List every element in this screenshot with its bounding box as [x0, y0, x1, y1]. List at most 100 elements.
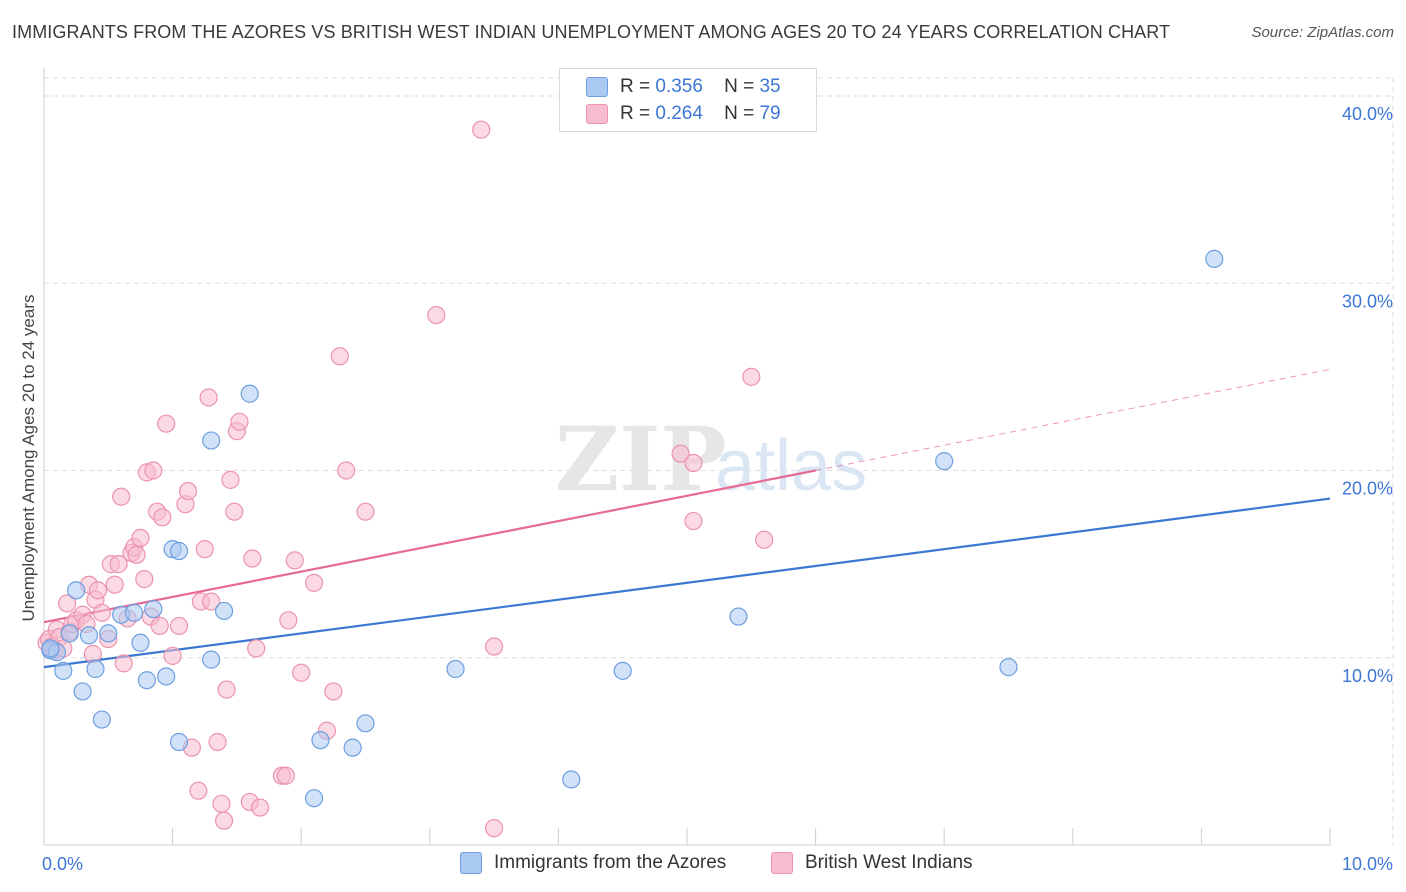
point-azores	[73, 682, 92, 701]
point-bwi	[485, 637, 504, 656]
point-azores	[562, 770, 581, 789]
axis-labels: 10.0% 20.0% 30.0% 40.0% 0.0% 10.0% Unemploymen…	[19, 104, 1393, 874]
trend-lines	[43, 368, 1331, 669]
legend-r-value-azores: 0.356	[655, 76, 703, 97]
legend-row-bwi: R = 0.264 N = 79	[586, 101, 781, 127]
point-bwi	[684, 453, 703, 473]
point-bwi	[144, 461, 163, 480]
point-bwi	[243, 549, 262, 568]
point-azores	[935, 452, 954, 471]
point-azores	[446, 659, 465, 679]
point-azores	[169, 541, 189, 561]
point-bwi	[217, 680, 236, 699]
point-bwi	[337, 461, 356, 480]
point-azores	[67, 581, 86, 600]
point-azores	[356, 714, 375, 733]
point-bwi	[195, 540, 214, 559]
point-bwi	[157, 414, 176, 433]
point-bwi	[324, 682, 343, 701]
point-bwi	[109, 555, 128, 574]
legend-swatch-bwi	[586, 104, 608, 124]
chart-title: IMMIGRANTS FROM THE AZORES VS BRITISH WE…	[12, 22, 1171, 42]
point-bwi	[221, 470, 240, 489]
legend-swatch-azores	[586, 77, 608, 97]
point-bwi	[247, 639, 266, 658]
point-bwi	[485, 819, 504, 838]
point-bwi	[671, 444, 690, 463]
point-bwi	[276, 766, 295, 785]
point-azores	[240, 384, 259, 403]
legend-row-azores: R = 0.356 N = 35	[586, 74, 781, 100]
point-bwi	[83, 644, 102, 664]
legend-n-value-bwi: 79	[759, 103, 781, 124]
point-bwi	[427, 305, 446, 325]
bottom-legend-swatch-bwi	[771, 852, 793, 874]
bottom-legend-label-azores: Immigrants from the Azores	[494, 852, 727, 873]
legend-n-label: N =	[724, 103, 755, 124]
point-bwi	[127, 545, 146, 564]
point-bwi	[58, 594, 77, 613]
point-bwi	[169, 616, 189, 636]
point-azores	[60, 624, 79, 643]
source-label: Source: ZipAtlas.com	[1251, 24, 1394, 41]
point-bwi	[292, 663, 311, 682]
x-tick-label-min: 0.0%	[42, 854, 83, 874]
point-bwi	[199, 388, 218, 407]
point-bwi	[250, 798, 270, 817]
legend-n-value-azores: 35	[759, 76, 781, 97]
point-azores	[613, 661, 632, 680]
point-bwi	[472, 120, 491, 139]
point-azores	[304, 789, 324, 808]
trend-line-bwi	[43, 469, 816, 624]
point-bwi	[230, 412, 249, 431]
watermark-atlas: atlas	[715, 426, 867, 506]
point-azores	[157, 667, 176, 686]
point-bwi	[153, 508, 172, 527]
point-bwi	[178, 481, 198, 501]
point-azores	[131, 633, 150, 652]
point-bwi	[114, 654, 133, 673]
point-bwi	[279, 611, 298, 630]
correlation-legend: R = 0.356 N = 35 R = 0.264 N = 79	[559, 68, 817, 132]
point-bwi	[112, 487, 131, 506]
point-bwi	[684, 511, 703, 531]
bottom-legend-bwi: British West Indians	[771, 852, 973, 874]
point-bwi	[135, 570, 154, 589]
legend-r-label: R =	[620, 103, 651, 124]
point-bwi	[214, 811, 234, 830]
point-azores	[999, 658, 1018, 677]
point-bwi	[742, 367, 761, 386]
point-bwi	[131, 528, 150, 548]
point-azores	[311, 731, 330, 750]
point-azores	[144, 599, 163, 619]
point-azores	[124, 603, 144, 622]
point-azores	[729, 607, 748, 626]
data-points	[37, 120, 1224, 838]
point-bwi	[208, 732, 227, 752]
point-azores	[92, 710, 111, 729]
x-tick-label-max: 10.0%	[1342, 854, 1393, 874]
legend-n-label: N =	[724, 76, 755, 97]
point-azores	[202, 431, 221, 450]
bottom-legend-azores: Immigrants from the Azores	[460, 852, 726, 874]
point-azores	[54, 661, 73, 680]
grid-lines	[44, 77, 1394, 845]
y-tick-label: 40.0%	[1342, 104, 1393, 124]
legend-r-label: R =	[620, 76, 651, 97]
point-bwi	[212, 794, 231, 813]
y-tick-label: 20.0%	[1342, 479, 1393, 499]
trend-line-azores	[43, 497, 1331, 669]
trend-line-bwi-extension	[815, 368, 1331, 471]
point-azores	[214, 601, 234, 621]
point-bwi	[92, 603, 111, 622]
point-bwi	[330, 347, 349, 366]
point-azores	[137, 671, 156, 690]
bottom-legend-label-bwi: British West Indians	[805, 852, 973, 873]
point-azores	[169, 732, 189, 752]
point-azores	[343, 738, 362, 757]
point-bwi	[225, 502, 244, 521]
point-bwi	[304, 573, 324, 592]
legend-r-value-bwi: 0.264	[655, 103, 703, 124]
